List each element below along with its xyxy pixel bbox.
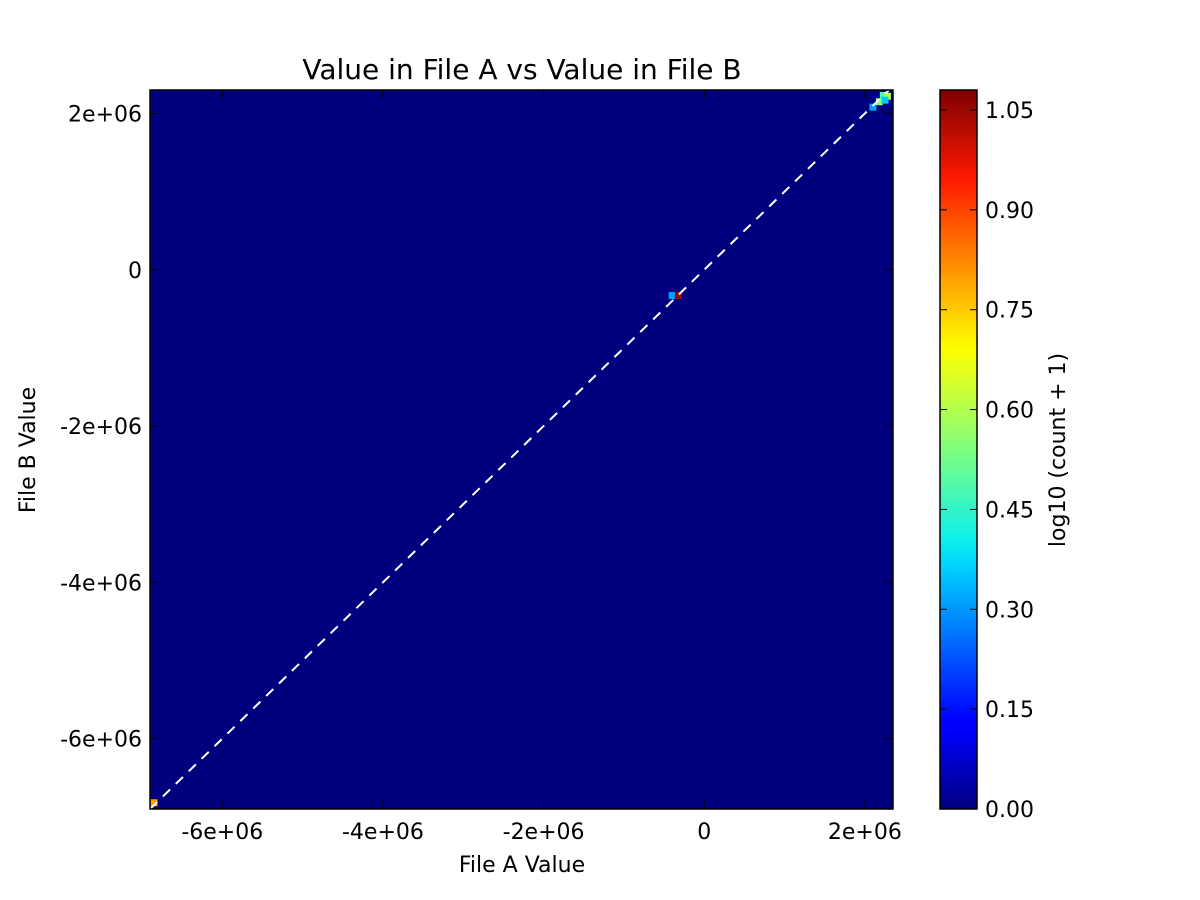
y-axis: 2e+06 0 -2e+06 -4e+06 -6e+06 <box>60 102 893 753</box>
y-tick-label: -6e+06 <box>60 728 142 753</box>
colorbar-label: log10 (count + 1) <box>1046 353 1071 547</box>
colorbar-tick-label: 0.75 <box>985 299 1034 324</box>
heatmap-cell <box>879 91 887 99</box>
plot-frame <box>149 89 894 810</box>
heatmap-cells <box>150 91 891 807</box>
heatmap-cell <box>883 92 891 100</box>
chart-title: Value in File A vs Value in File B <box>302 53 741 86</box>
heatmap-cell <box>150 799 158 807</box>
x-tick-label: -2e+06 <box>503 820 585 845</box>
identity-reference-line <box>149 89 890 810</box>
x-axis: -6e+06 -4e+06 -2e+06 0 2e+06 <box>181 90 902 845</box>
y-axis-label: File B Value <box>16 387 41 513</box>
colorbar-tick-label: 0.30 <box>985 598 1034 623</box>
heatmap-cell <box>668 292 676 300</box>
heatmap-cell <box>869 103 877 111</box>
colorbar-tick-label: 0.60 <box>985 399 1034 424</box>
colorbar-tick-label: 0.15 <box>985 698 1034 723</box>
heatmap-cell <box>675 292 683 300</box>
heatmap-cell <box>881 96 889 104</box>
x-tick-label: 0 <box>697 820 711 845</box>
colorbar-gradient <box>939 89 978 810</box>
x-tick-label: -6e+06 <box>181 820 263 845</box>
heatmap-cell <box>875 98 883 106</box>
colorbar-tick-label: 1.05 <box>985 99 1034 124</box>
x-tick-label: -4e+06 <box>342 820 424 845</box>
x-axis-label: File A Value <box>459 853 585 878</box>
y-tick-label: 0 <box>128 259 142 284</box>
plot-background <box>150 90 893 809</box>
plot-area <box>149 89 894 810</box>
y-tick-label: -4e+06 <box>60 571 142 596</box>
x-tick-label: 2e+06 <box>828 820 902 845</box>
colorbar-tick-label: 0.45 <box>985 498 1034 523</box>
colorbar-tick-label: 0.00 <box>985 798 1034 823</box>
y-tick-label: -2e+06 <box>60 415 142 440</box>
colorbar-ticks: 0.00 0.15 0.30 0.45 0.60 0.75 0.90 1.05 <box>940 99 1034 823</box>
colorbar-tick-label: 0.90 <box>985 199 1034 224</box>
y-tick-label: 2e+06 <box>68 102 142 127</box>
colorbar: 0.00 0.15 0.30 0.45 0.60 0.75 0.90 1.05 log10 (… <box>939 89 1071 823</box>
